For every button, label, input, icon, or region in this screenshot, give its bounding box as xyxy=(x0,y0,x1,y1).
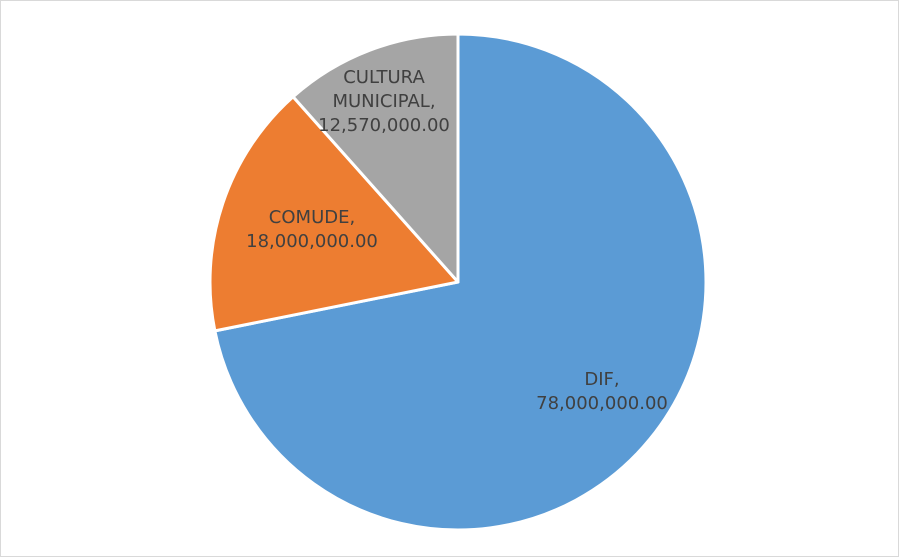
data-label-line: 78,000,000.00 xyxy=(536,393,668,414)
data-label-line: 12,570,000.00 xyxy=(318,115,450,136)
pie-slice-cultura-municipal xyxy=(291,32,460,284)
data-label-cultura-municipal: CULTURA MUNICIPAL, 12,570,000.00 xyxy=(318,67,450,136)
data-label-line: CULTURA xyxy=(343,67,425,88)
data-label-comude: COMUDE, 18,000,000.00 xyxy=(246,207,378,252)
pie-slice-dif xyxy=(213,32,708,532)
data-label-line: 18,000,000.00 xyxy=(246,231,378,252)
data-label-line: DIF, xyxy=(584,369,619,390)
data-label-line: MUNICIPAL, xyxy=(332,91,435,112)
data-label-dif: DIF, 78,000,000.00 xyxy=(536,369,668,414)
pie-slice-comude xyxy=(208,95,460,333)
data-label-line: COMUDE, xyxy=(269,207,355,228)
